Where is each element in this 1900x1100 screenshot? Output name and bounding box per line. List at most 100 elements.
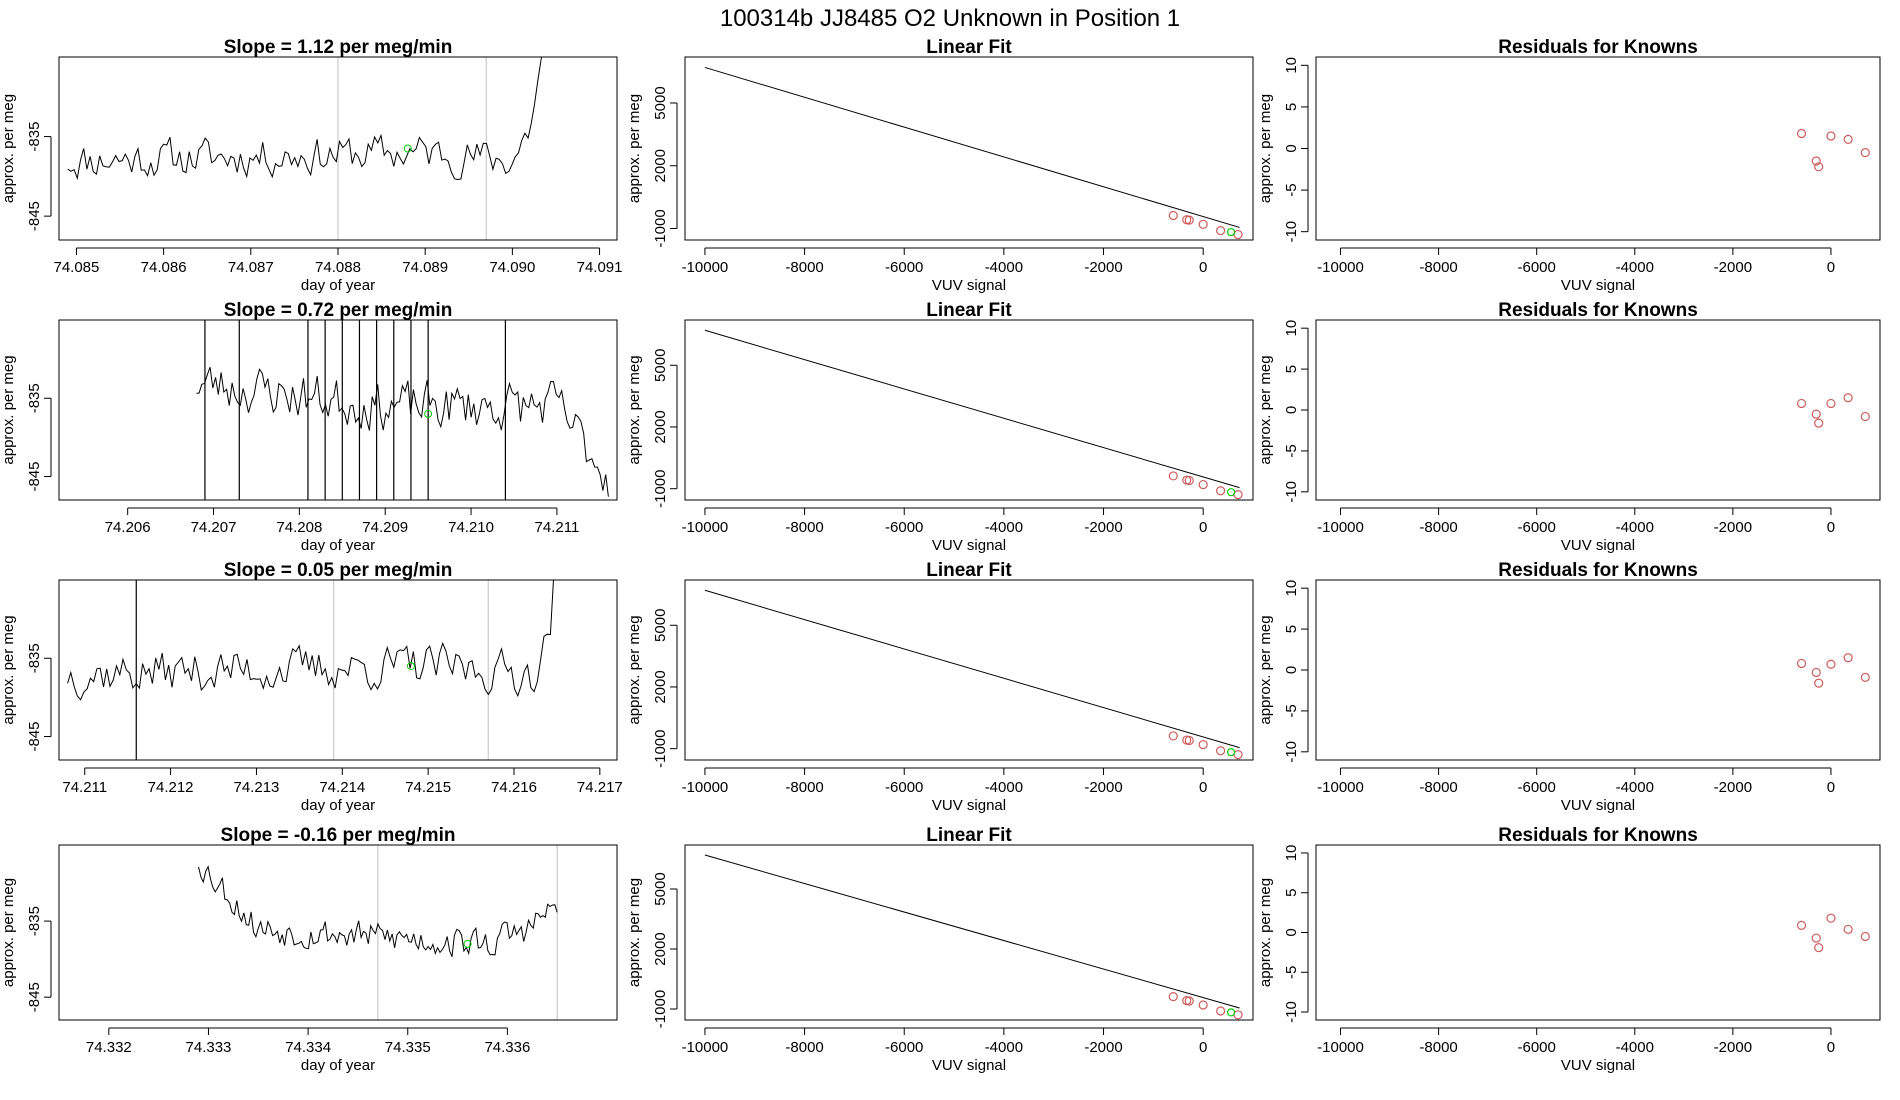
x-tick-label: -4000 bbox=[1616, 259, 1654, 276]
x-tick-label: 74.087 bbox=[228, 259, 274, 276]
x-tick-label: 74.335 bbox=[385, 1039, 431, 1056]
panel-timeseries-row4: 74.332 74.333 74.334 74.335 74.336 day of yea… bbox=[0, 825, 618, 1074]
known-point bbox=[1860, 148, 1870, 158]
known-point bbox=[1198, 479, 1208, 490]
known-point bbox=[1811, 667, 1821, 678]
known-point bbox=[1216, 746, 1226, 756]
y-tick-label: 2000 bbox=[652, 149, 669, 182]
x-tick-label: -10000 bbox=[682, 519, 729, 536]
x-tick-label: -10000 bbox=[682, 1039, 729, 1056]
x-tick-label: -6000 bbox=[1518, 779, 1556, 796]
x-tick-label: -6000 bbox=[885, 519, 923, 536]
plot-frame bbox=[1315, 56, 1881, 241]
panel-timeseries-row1: 74.085 74.086 74.087 74.088 74.089 74.090 74.0… bbox=[0, 37, 623, 294]
y-tick-label: 10 bbox=[1283, 57, 1300, 74]
plot-area bbox=[67, 580, 554, 760]
panel-timeseries-row2: 74.206 74.207 74.208 74.209 74.210 74.211 day … bbox=[0, 300, 618, 554]
x-tick-label: -8000 bbox=[785, 1039, 823, 1056]
known-point bbox=[1233, 750, 1243, 760]
known-point bbox=[1198, 739, 1208, 750]
plot-frame bbox=[58, 56, 618, 241]
unknown-point bbox=[1226, 227, 1236, 237]
known-point bbox=[1843, 134, 1853, 144]
x-tick-label: 74.091 bbox=[577, 259, 623, 276]
y-tick-label: 2000 bbox=[652, 410, 669, 443]
known-point bbox=[1843, 393, 1853, 403]
plot-frame bbox=[684, 579, 1254, 761]
panel-title: Linear Fit bbox=[926, 300, 1012, 321]
figure-title: 100314b JJ8485 O2 Unknown in Position 1 bbox=[720, 5, 1180, 32]
x-tick-label: 74.212 bbox=[148, 779, 194, 796]
x-tick-label: 0 bbox=[1827, 779, 1835, 796]
x-tick-label: 74.217 bbox=[577, 779, 623, 796]
y-axis-label: approx. per meg bbox=[0, 615, 17, 724]
plot-frame bbox=[684, 319, 1254, 501]
known-point bbox=[1826, 659, 1836, 669]
x-tick-label: 74.216 bbox=[491, 779, 537, 796]
known-point bbox=[1843, 653, 1853, 663]
x-tick-label: -6000 bbox=[1518, 259, 1556, 276]
y-axis-label: approx. per meg bbox=[1257, 355, 1274, 464]
known-point bbox=[1198, 1000, 1208, 1010]
known-point bbox=[1216, 1006, 1226, 1016]
x-tick-label: -8000 bbox=[1419, 519, 1457, 536]
x-tick-label: 0 bbox=[1827, 1039, 1835, 1056]
plot-area bbox=[1796, 393, 1870, 428]
plot-frame bbox=[1315, 844, 1881, 1021]
x-tick-label: 74.089 bbox=[402, 259, 448, 276]
x-tick-label: -8000 bbox=[1419, 259, 1457, 276]
fit-line bbox=[704, 589, 1240, 749]
y-axis-label: approx. per meg bbox=[1257, 878, 1274, 987]
panel-title: Linear Fit bbox=[926, 560, 1012, 581]
plot-area bbox=[704, 329, 1243, 500]
x-tick-label: 74.215 bbox=[405, 779, 451, 796]
panel-residuals-row1: -10000 -8000 -6000 -4000 -2000 0 VUV signal -10… bbox=[1257, 37, 1881, 294]
unknown-point bbox=[1226, 748, 1236, 757]
plot-area bbox=[704, 66, 1243, 240]
y-tick-label: -1000 bbox=[652, 469, 669, 507]
y-tick-label: 0 bbox=[1283, 406, 1300, 414]
x-tick-label: -8000 bbox=[785, 779, 823, 796]
x-tick-label: -10000 bbox=[1317, 1039, 1364, 1056]
x-tick-label: 0 bbox=[1827, 519, 1835, 536]
x-axis-label: VUV signal bbox=[1561, 1057, 1635, 1074]
y-tick-label: 10 bbox=[1283, 845, 1300, 862]
panel-residuals-row3: -10000 -8000 -6000 -4000 -2000 0 VUV signal -10… bbox=[1257, 560, 1881, 814]
known-point bbox=[1168, 210, 1178, 221]
fit-line bbox=[704, 329, 1240, 489]
known-point bbox=[1860, 672, 1870, 682]
unknown-point bbox=[424, 409, 433, 418]
x-tick-label: -6000 bbox=[1518, 519, 1556, 536]
y-tick-label: 5000 bbox=[652, 609, 669, 642]
panel-linear-fit-row3: -10000 -8000 -6000 -4000 -2000 0 VUV signal -10… bbox=[626, 560, 1254, 814]
known-point bbox=[1796, 658, 1807, 669]
x-tick-label: -4000 bbox=[1616, 519, 1654, 536]
x-tick-label: -2000 bbox=[1084, 779, 1122, 796]
x-axis-label: VUV signal bbox=[1561, 537, 1635, 554]
x-tick-label: -10000 bbox=[1317, 779, 1364, 796]
known-point bbox=[1811, 933, 1821, 943]
known-point bbox=[1198, 219, 1208, 229]
panel-residuals-row4: -10000 -8000 -6000 -4000 -2000 0 VUV signal -10… bbox=[1257, 825, 1881, 1074]
panel-title: Residuals for Knowns bbox=[1498, 300, 1698, 321]
y-tick-label: -5 bbox=[1283, 966, 1300, 979]
y-tick-label: -845 bbox=[26, 722, 43, 752]
known-point bbox=[1826, 913, 1836, 923]
plot-frame bbox=[1315, 319, 1881, 501]
x-tick-label: 74.213 bbox=[234, 779, 280, 796]
x-tick-label: -2000 bbox=[1714, 779, 1752, 796]
known-point bbox=[1233, 1010, 1243, 1020]
series-line bbox=[198, 865, 558, 957]
x-tick-label: 74.209 bbox=[362, 519, 408, 536]
x-tick-label: -10000 bbox=[1317, 259, 1364, 276]
series-line bbox=[67, 57, 542, 181]
y-axis-label: approx. per meg bbox=[1257, 615, 1274, 724]
y-tick-label: -10 bbox=[1283, 481, 1300, 503]
known-point bbox=[1796, 920, 1807, 930]
panel-grid: 74.085 74.086 74.087 74.088 74.089 74.090 74.0… bbox=[0, 37, 1881, 1074]
known-point bbox=[1184, 735, 1194, 746]
fit-line bbox=[704, 66, 1240, 228]
x-tick-label: -4000 bbox=[1616, 1039, 1654, 1056]
y-tick-label: -10 bbox=[1283, 1001, 1300, 1023]
